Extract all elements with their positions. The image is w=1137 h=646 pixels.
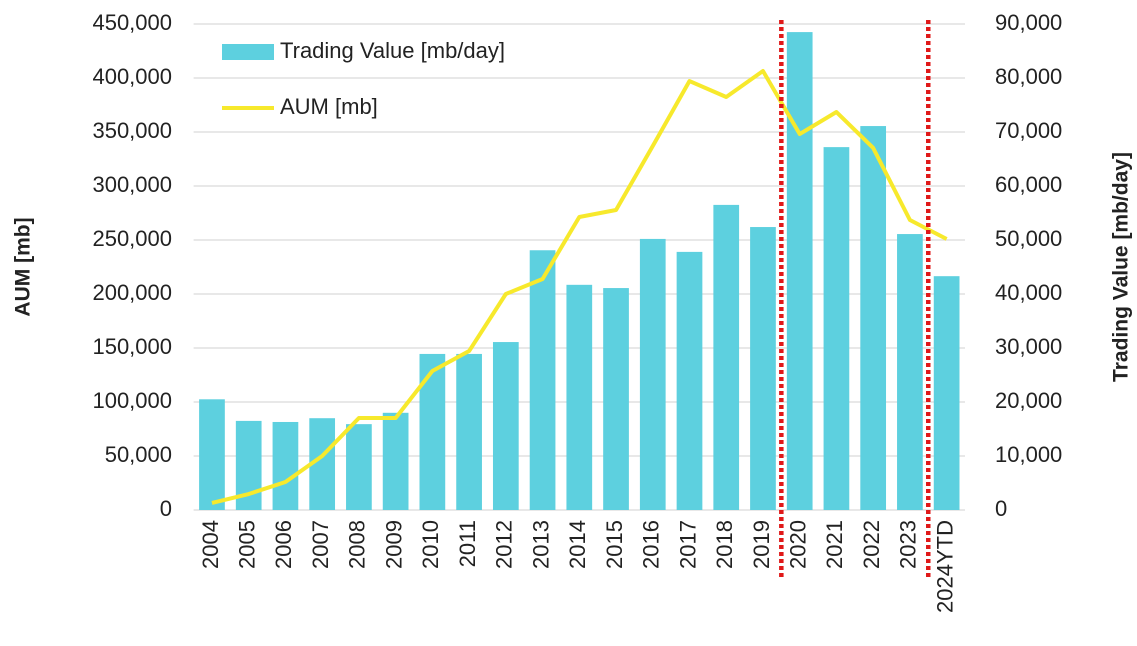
bar <box>750 227 776 511</box>
y2-tick-label: 50,000 <box>995 226 1062 251</box>
line <box>211 68 948 505</box>
x-tick-label: 2019 <box>749 520 774 569</box>
x-tick-label: 2005 <box>235 520 260 569</box>
bar <box>603 288 629 510</box>
y-tick-label: 300,000 <box>92 172 172 197</box>
bar <box>529 250 556 510</box>
x-tick-label: 2008 <box>345 520 370 569</box>
legend-label: Trading Value [mb/day] <box>280 38 505 63</box>
x-tick-label: 2013 <box>528 520 553 569</box>
bar <box>346 424 372 510</box>
x-tick-label: 2015 <box>602 520 627 569</box>
bar <box>676 251 703 510</box>
y-tick-label: 150,000 <box>92 334 172 359</box>
x-tick-label: 2004 <box>198 520 223 569</box>
x-tick-label: 2014 <box>565 520 590 569</box>
legend-swatch <box>222 44 274 60</box>
x-tick-label: 2016 <box>639 520 664 569</box>
y-tick-label: 100,000 <box>92 388 172 413</box>
y-axis-title: AUM [mb] <box>12 217 35 316</box>
y2-axis-title: Trading Value [mb/day] <box>1110 152 1133 382</box>
x-tick-label: 2007 <box>308 520 333 569</box>
x-tick-label: 2010 <box>418 520 443 569</box>
y2-tick-label: 60,000 <box>995 172 1062 197</box>
bar <box>272 421 299 510</box>
y2-tick-label: 30,000 <box>995 334 1062 359</box>
x-tick-label: 2023 <box>896 520 921 569</box>
y2-tick-label: 90,000 <box>995 10 1062 35</box>
y-tick-label: 450,000 <box>92 10 172 35</box>
bar <box>492 342 519 510</box>
y-tick-label: 50,000 <box>105 442 172 467</box>
y-tick-label: 200,000 <box>92 280 172 305</box>
bar <box>713 204 740 510</box>
x-tick-label: 2012 <box>492 520 517 569</box>
bar <box>823 147 850 510</box>
bar <box>382 412 409 510</box>
x-tick-label: 2017 <box>675 520 700 569</box>
bar <box>566 284 593 510</box>
x-tick-label: 2022 <box>859 520 884 569</box>
x-tick-label: 2009 <box>381 520 406 569</box>
y2-tick-label: 40,000 <box>995 280 1062 305</box>
x-tick-label: 2018 <box>712 520 737 569</box>
y2-tick-label: 20,000 <box>995 388 1062 413</box>
y2-tick-label: 70,000 <box>995 118 1062 143</box>
bar <box>199 399 225 510</box>
y2-tick-label: 0 <box>995 496 1007 521</box>
bar <box>933 276 960 510</box>
bar <box>639 238 666 511</box>
bar <box>786 32 813 510</box>
x-tick-label: 2006 <box>271 520 296 569</box>
bar <box>897 234 923 510</box>
x-tick-label: 2024YTD <box>932 520 957 613</box>
x-tick-label: 2020 <box>786 520 811 569</box>
y2-tick-label: 10,000 <box>995 442 1062 467</box>
y-tick-label: 0 <box>160 496 172 521</box>
x-tick-label: 2011 <box>455 520 480 567</box>
y2-tick-label: 80,000 <box>995 64 1062 89</box>
y-tick-label: 350,000 <box>92 118 172 143</box>
y-tick-label: 400,000 <box>92 64 172 89</box>
bar <box>419 353 446 510</box>
bar <box>860 126 887 510</box>
legend-label: AUM [mb] <box>280 94 378 119</box>
y-tick-label: 250,000 <box>92 226 172 251</box>
x-tick-label: 2021 <box>822 520 847 569</box>
bar <box>456 353 482 510</box>
